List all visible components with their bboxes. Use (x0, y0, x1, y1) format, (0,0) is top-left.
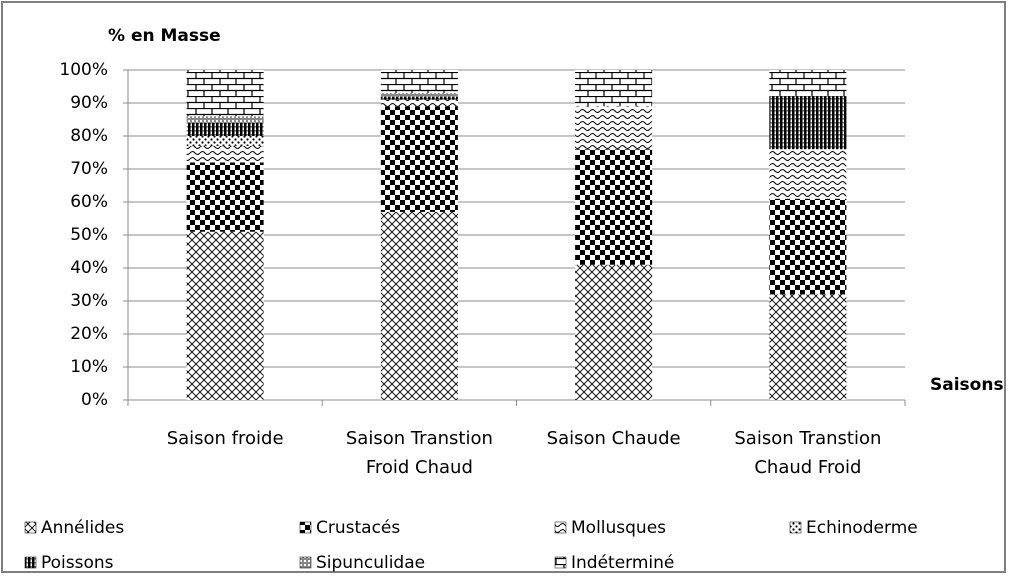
x-tick-label: Saison Transtion Chaud Froid (734, 428, 882, 478)
legend-label: Crustacés (316, 518, 400, 538)
bar-segment (575, 70, 653, 107)
y-tick-label: 40% (70, 258, 108, 278)
bar-segment (186, 162, 264, 232)
y-tick-label: 100% (59, 60, 108, 80)
y-tick-label: 20% (70, 324, 108, 344)
legend-label: Annélides (41, 518, 124, 538)
y-tick-label: 0% (81, 390, 108, 410)
bar-segment (380, 70, 458, 94)
bar-segment (769, 149, 847, 199)
legend-label: Poissons (41, 553, 114, 573)
bar-segment (186, 145, 264, 163)
y-tick-label: 30% (70, 291, 108, 311)
bar-segment (380, 106, 458, 212)
bar-segment (380, 96, 458, 100)
legend-label: Sipunculidae (316, 553, 425, 573)
legend-swatch (789, 521, 802, 534)
bar-segment (186, 136, 264, 146)
legend-swatch (299, 521, 312, 534)
legend-swatch (554, 556, 567, 569)
bar-segment (769, 294, 847, 400)
bar-segment (575, 106, 653, 150)
bar-segment (186, 231, 264, 400)
legend-label: Mollusques (571, 518, 666, 538)
x-tick-label: Saison froide (166, 428, 284, 449)
bar-segment (380, 99, 458, 107)
bar-segment (380, 93, 458, 97)
x-tick-label: Saison Transtion Froid Chaud (345, 428, 493, 478)
bar-segment (380, 211, 458, 400)
bar-segment (186, 70, 264, 117)
legend-swatch (554, 521, 567, 534)
bar-segment (575, 149, 653, 265)
bar-segment (769, 198, 847, 295)
y-tick-label: 50% (70, 225, 108, 245)
bar-segment (769, 96, 847, 150)
legend-label: Indéterminé (571, 553, 674, 573)
legend-swatch (299, 556, 312, 569)
y-tick-label: 10% (70, 357, 108, 377)
y-tick-label: 60% (70, 192, 108, 212)
y-axis-title: % en Masse (108, 26, 221, 46)
x-axis-title: Saisons (930, 375, 1004, 395)
bar-segment (186, 116, 264, 123)
x-tick-label: Saison Chaude (546, 428, 681, 449)
bar-segment (186, 122, 264, 136)
legend-label: Echinoderme (806, 518, 918, 538)
legend-swatch (24, 521, 37, 534)
y-tick-label: 70% (70, 159, 108, 179)
bar-segment (575, 264, 653, 400)
legend-swatch (24, 556, 37, 569)
y-tick-label: 80% (70, 126, 108, 146)
y-tick-label: 90% (70, 93, 108, 113)
bar-segment (769, 70, 847, 97)
